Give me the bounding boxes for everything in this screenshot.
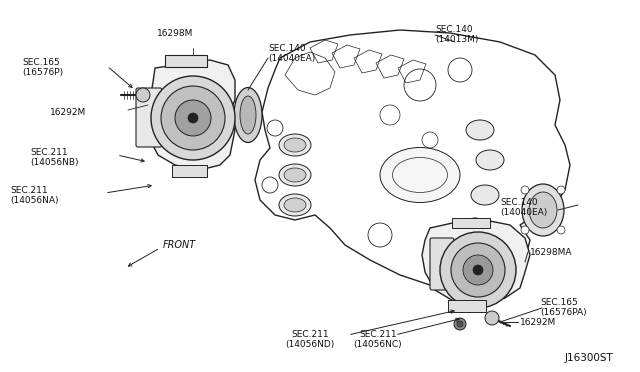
Ellipse shape	[476, 150, 504, 170]
Ellipse shape	[284, 168, 306, 182]
Circle shape	[151, 76, 235, 160]
Bar	[452, 218, 490, 228]
Ellipse shape	[380, 148, 460, 202]
Text: 16292M: 16292M	[50, 108, 86, 117]
Circle shape	[521, 226, 529, 234]
Text: (14056NA): (14056NA)	[10, 196, 58, 205]
Ellipse shape	[284, 198, 306, 212]
Bar	[165, 55, 207, 67]
Circle shape	[463, 255, 493, 285]
Text: (14013M): (14013M)	[435, 35, 478, 44]
Circle shape	[485, 311, 499, 325]
Text: (16576PA): (16576PA)	[540, 308, 587, 317]
Ellipse shape	[240, 96, 256, 134]
Ellipse shape	[279, 134, 311, 156]
Polygon shape	[422, 218, 530, 305]
FancyBboxPatch shape	[430, 238, 454, 290]
Ellipse shape	[522, 184, 564, 236]
Text: SEC.211: SEC.211	[291, 330, 329, 339]
Text: (14056NC): (14056NC)	[354, 340, 403, 349]
Ellipse shape	[457, 321, 463, 327]
Bar	[448, 300, 486, 312]
Text: SEC.211: SEC.211	[30, 148, 68, 157]
Circle shape	[188, 113, 198, 123]
Ellipse shape	[471, 185, 499, 205]
Text: SEC.140: SEC.140	[435, 25, 472, 34]
Circle shape	[440, 232, 516, 308]
Text: (14040EA): (14040EA)	[268, 54, 316, 63]
Ellipse shape	[234, 87, 262, 142]
Text: SEC.140: SEC.140	[500, 198, 538, 207]
Ellipse shape	[284, 138, 306, 152]
Text: 16298M: 16298M	[157, 29, 193, 38]
Polygon shape	[255, 30, 570, 290]
Text: SEC.165: SEC.165	[540, 298, 578, 307]
Ellipse shape	[279, 194, 311, 216]
Ellipse shape	[466, 120, 494, 140]
Text: FRONT: FRONT	[163, 240, 196, 250]
Circle shape	[161, 86, 225, 150]
Bar	[172, 165, 207, 177]
FancyBboxPatch shape	[136, 88, 162, 147]
Circle shape	[557, 226, 565, 234]
Text: (14040EA): (14040EA)	[500, 208, 547, 217]
Text: SEC.140: SEC.140	[268, 44, 306, 53]
Ellipse shape	[454, 318, 466, 330]
Ellipse shape	[279, 164, 311, 186]
Circle shape	[175, 100, 211, 136]
Text: SEC.211: SEC.211	[10, 186, 47, 195]
Circle shape	[521, 186, 529, 194]
Text: SEC.165: SEC.165	[22, 58, 60, 67]
Polygon shape	[148, 60, 235, 170]
Text: (16576P): (16576P)	[22, 68, 63, 77]
Circle shape	[557, 186, 565, 194]
Text: (14056ND): (14056ND)	[285, 340, 335, 349]
Text: (14056NB): (14056NB)	[30, 158, 79, 167]
Circle shape	[136, 88, 150, 102]
Text: J16300ST: J16300ST	[565, 353, 614, 363]
Text: 16298MA: 16298MA	[530, 248, 573, 257]
Text: SEC.211: SEC.211	[359, 330, 397, 339]
Circle shape	[473, 265, 483, 275]
Circle shape	[451, 243, 505, 297]
Text: 16292M: 16292M	[520, 318, 556, 327]
Ellipse shape	[529, 192, 557, 228]
